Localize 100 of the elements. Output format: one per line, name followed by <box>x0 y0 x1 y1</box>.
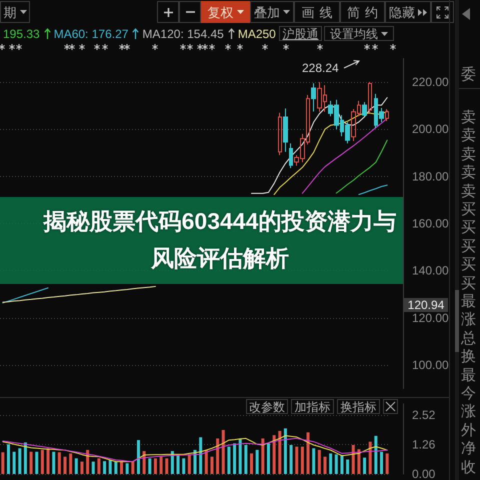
bar <box>46 448 50 474</box>
text: 买 <box>461 201 476 218</box>
y-tick-label: 180.00 <box>412 169 450 184</box>
candlestick <box>311 82 316 112</box>
bar <box>244 444 248 474</box>
bar <box>136 440 140 474</box>
text: 外 <box>461 422 476 439</box>
text: 卖 <box>461 146 476 163</box>
bar <box>266 443 270 474</box>
candlestick <box>289 142 293 169</box>
bar <box>160 456 163 474</box>
button: 加指标 <box>291 399 334 414</box>
bar <box>1 452 4 474</box>
text: 买 <box>461 238 476 255</box>
button: 隐藏 <box>385 1 431 23</box>
bar <box>329 453 332 474</box>
candlestick <box>362 102 367 117</box>
text: 买 <box>461 219 476 236</box>
bar <box>352 444 355 474</box>
bar <box>92 462 95 474</box>
bar <box>300 446 304 474</box>
legend-label: MA120: 154.45 <box>142 26 224 40</box>
y-tick-label: 1.26 <box>412 438 436 452</box>
bar <box>80 462 84 474</box>
bar <box>346 459 350 474</box>
bar <box>261 438 264 474</box>
bar <box>114 462 118 474</box>
bar <box>290 444 293 474</box>
y-tick-label: 220.00 <box>412 75 450 90</box>
text: 最 <box>461 366 476 384</box>
bar <box>222 430 225 474</box>
bar <box>182 458 186 474</box>
text: 卖 <box>461 164 476 182</box>
candlestick <box>385 108 389 122</box>
bar <box>97 458 100 474</box>
bar <box>368 442 372 474</box>
bar <box>176 454 180 474</box>
bar <box>108 460 112 474</box>
text: 涨 <box>461 311 476 328</box>
text: 最 <box>461 293 476 310</box>
bar <box>318 450 321 474</box>
bar <box>86 450 90 474</box>
bar <box>256 450 259 474</box>
y-tick-label: 2.52 <box>412 408 436 422</box>
bar <box>233 443 236 474</box>
button: 复权 <box>201 1 250 23</box>
text: 今 <box>461 385 476 402</box>
bar <box>24 442 27 474</box>
candlestick <box>368 81 372 114</box>
bar <box>250 453 254 474</box>
bar <box>204 450 208 474</box>
text: 卖 <box>461 109 476 126</box>
text: 卖 <box>461 127 476 144</box>
bar <box>148 458 152 474</box>
button: 期 <box>0 1 30 23</box>
button: 叠加 <box>250 1 294 23</box>
text: 涨 <box>461 403 476 420</box>
annotation: 228.24 <box>302 61 339 75</box>
bar <box>340 455 344 474</box>
y-tick-label: 160.00 <box>412 216 450 230</box>
bar <box>18 448 22 474</box>
bar <box>278 430 282 474</box>
bar <box>334 454 338 474</box>
y-tick-label: 0.00 <box>412 467 436 480</box>
text: 委 <box>461 66 476 83</box>
button: 画线 <box>294 1 340 23</box>
bar <box>52 452 56 474</box>
text: MA250 <box>238 26 276 40</box>
y-tick-label: 120.00 <box>412 310 450 325</box>
bar <box>126 463 129 474</box>
bar <box>40 450 44 474</box>
banner: 揭秘股票代码603444的投资潜力与风险评估解析 <box>0 197 403 284</box>
text: 买 <box>461 274 476 292</box>
bar <box>272 435 276 474</box>
button: 改参数 <box>246 399 288 414</box>
bar <box>284 428 287 474</box>
bar <box>131 462 134 474</box>
text: 总 <box>461 330 476 347</box>
y-tick-label: 140.00 <box>412 264 450 278</box>
button: 设置均线 <box>324 26 394 41</box>
button: 换指标 <box>337 399 380 414</box>
bar <box>238 438 242 474</box>
line-series <box>251 97 388 194</box>
candlestick <box>278 112 282 156</box>
candlestick <box>283 108 288 152</box>
text: 买 <box>461 256 476 274</box>
bar <box>30 452 33 474</box>
text: 净 <box>461 440 476 458</box>
line-series <box>336 140 388 194</box>
bar <box>188 454 191 474</box>
bar <box>35 452 38 474</box>
line-series <box>302 118 388 194</box>
legend-label: MA60: 176.27 <box>54 26 128 40</box>
bar <box>295 446 298 474</box>
bar <box>69 453 72 474</box>
bar <box>103 461 106 474</box>
line-series <box>274 110 388 196</box>
bar <box>312 448 316 474</box>
bar <box>58 452 61 474</box>
line-series <box>2 286 156 303</box>
